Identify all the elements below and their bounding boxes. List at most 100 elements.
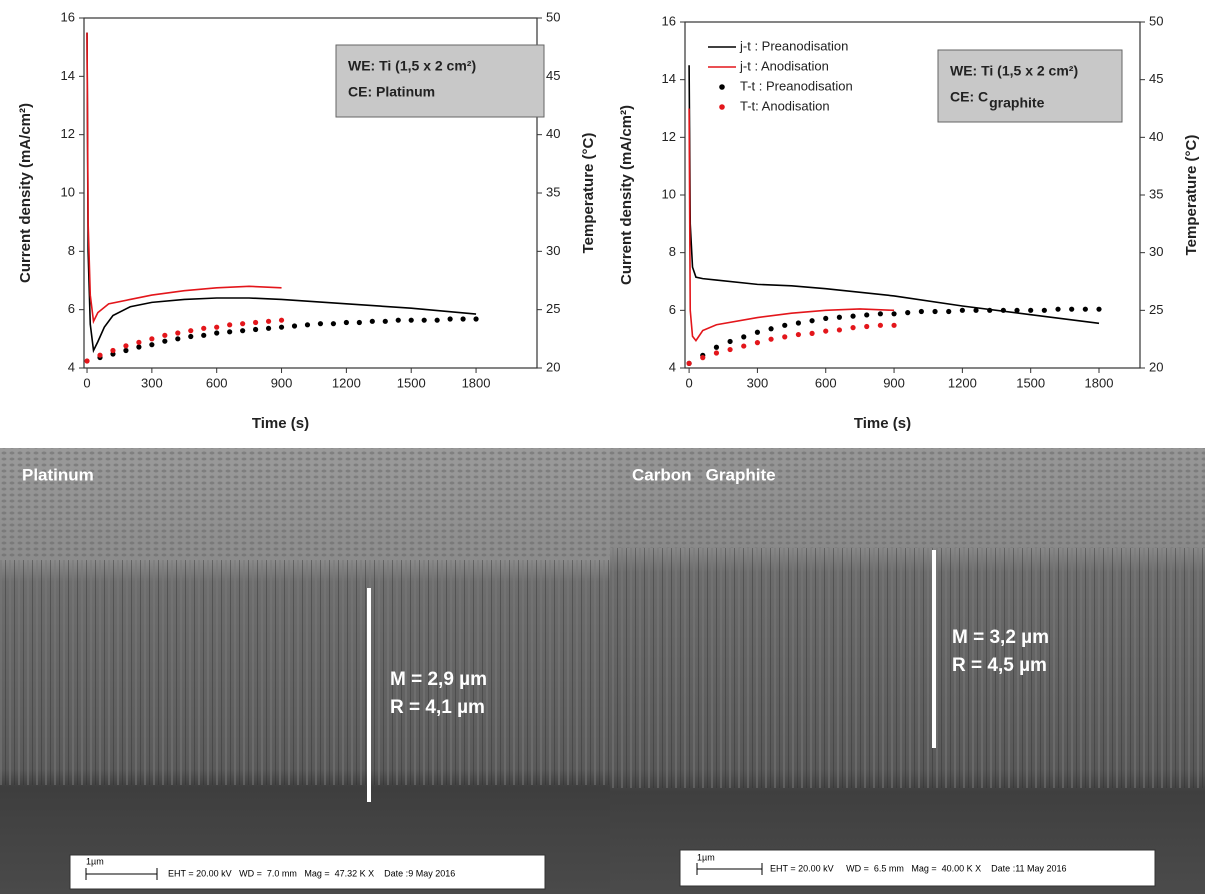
series-dot [905,310,911,316]
series-dot [460,316,466,322]
image-label: Platinum [22,465,94,484]
y2-tick-label: 25 [1149,302,1163,317]
legend-label: T-t : Preanodisation [740,78,853,93]
x-tick-label: 1800 [462,375,491,390]
series-dot [1014,307,1020,313]
annotation-text: CE: Platinum [348,84,435,100]
series-dot [149,342,155,348]
x-tick-label: 0 [685,375,692,390]
image-info: EHT = 20.00 kV WD = 6.5 mm Mag = 40.00 K… [770,863,1067,873]
series-dot [149,336,155,342]
series-dot [1069,306,1075,312]
y-tick-label: 6 [68,301,75,316]
series-dot [369,318,375,324]
series-dot [240,321,246,327]
annotation-subscript: graphite [989,95,1044,111]
y2-axis-title: Temperature (°C) [1183,135,1200,256]
series-dot [175,330,181,336]
y-tick-label: 4 [669,359,676,374]
series-dot [356,319,362,326]
scalebar-label: 1µm [697,852,715,862]
y2-tick-label: 35 [1149,186,1163,201]
annotation-text: WE: Ti (1,5 x 2 cm²) [950,63,1078,79]
series-dot [434,317,440,323]
series-dot [395,317,401,323]
y2-tick-label: 25 [546,301,560,316]
x-tick-label: 600 [206,375,228,390]
series-dot [265,325,272,331]
series-dot [686,360,692,366]
series-dot [201,332,207,338]
y-tick-label: 4 [68,359,75,374]
y-tick-label: 6 [669,302,676,317]
series-dot [864,323,870,330]
series-dot [823,315,829,322]
series-dot [188,333,194,340]
series-line [86,32,477,354]
x-tick-label: 0 [83,375,90,390]
series-dot [864,312,870,318]
series-dot [700,355,706,361]
annotation-text: CE: C [950,89,988,105]
series-dot [447,316,453,322]
measurement: M = 3,2 µm [952,627,1049,648]
x-tick-label: 1200 [332,375,361,390]
series-dot [408,317,414,323]
y-tick-label: 14 [61,68,75,83]
series-dot [162,332,168,338]
series-dot [188,328,194,334]
series-dot [877,322,883,328]
series-dot [836,327,842,333]
x-tick-label: 900 [883,375,905,390]
y2-tick-label: 45 [546,68,560,83]
y-tick-label: 16 [61,9,75,24]
series-dot [727,346,733,353]
series-dot [987,307,993,313]
series-dot [1000,307,1006,313]
y-tick-label: 8 [68,243,75,258]
y2-tick-label: 20 [1149,359,1163,374]
series-dot [123,343,129,349]
series-dot [727,338,733,345]
series-dot [214,330,220,336]
x-axis-title: Time (s) [252,415,309,432]
measurement: R = 4,1 µm [390,697,485,718]
series-dot [836,314,842,320]
series-dot [850,313,856,319]
series-dot [136,339,142,345]
series-dot [1055,306,1061,312]
series-dot [136,344,142,350]
series-dot [1041,307,1047,313]
y-axis-title: Current density (mA/cm²) [618,105,635,285]
series-dot [918,308,924,315]
series-dot [782,322,788,328]
series-dot [343,319,349,326]
measurement: M = 2,9 µm [390,669,487,690]
series-dot [253,319,259,326]
x-tick-label: 1500 [1016,375,1045,390]
series-dot [253,326,259,333]
series-dot [382,318,388,324]
series-dot [84,358,90,364]
y2-tick-label: 40 [546,126,560,141]
series-dot [713,350,720,356]
legend-label: T-t: Anodisation [740,98,830,113]
series-dot [754,340,761,346]
series-dot [809,318,815,324]
series-dot [877,311,883,317]
series-dot [768,326,774,332]
legend-marker [719,104,725,110]
annotation-box [937,49,1123,123]
sem-image-left [0,448,610,894]
series-dot [291,323,298,329]
series-dot [278,324,285,330]
series-dot [959,307,965,313]
x-axis-title: Time (s) [854,415,911,432]
y2-tick-label: 45 [1149,71,1163,86]
image-info: EHT = 20.00 kV WD = 7.0 mm Mag = 47.32 K… [168,868,455,878]
y2-tick-label: 50 [546,9,560,24]
legend-label: j-t : Preanodisation [739,38,848,53]
y-tick-label: 10 [61,184,75,199]
y2-tick-label: 30 [546,243,560,258]
series-dot [891,311,897,317]
